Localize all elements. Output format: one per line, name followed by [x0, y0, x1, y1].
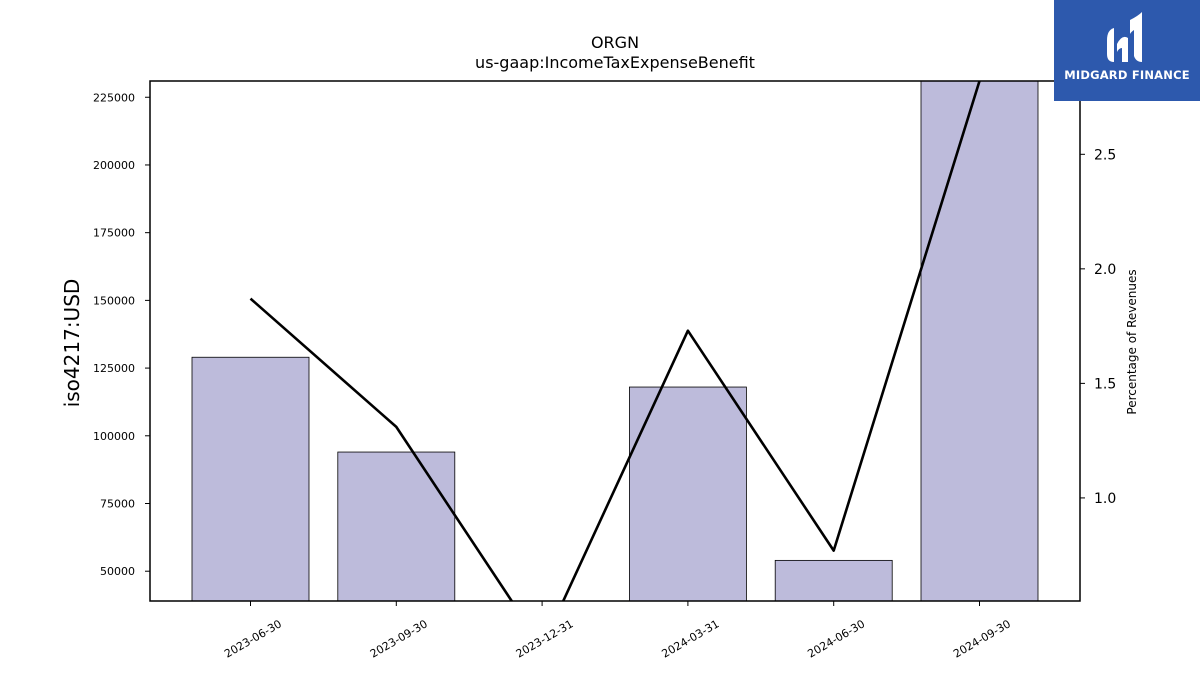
bar — [337, 451, 456, 601]
y-tick-label: 225000 — [93, 91, 135, 104]
x-tick-label: 2023-06-30 — [222, 617, 284, 660]
chart-title: ORGN — [591, 33, 639, 52]
y-tick-label: 50000 — [100, 565, 135, 578]
y-tick-label: 200000 — [93, 159, 135, 172]
logo-text: MIDGARD FINANCE — [1064, 68, 1190, 82]
midgard-finance-logo: MIDGARD FINANCE — [1054, 0, 1200, 101]
x-tick-label: 2024-09-30 — [951, 617, 1013, 660]
y-tick-label: 150000 — [93, 294, 135, 307]
bar — [629, 386, 747, 601]
y-axis-label: iso4217:USD — [60, 279, 84, 408]
y2-tick-label: 2.5 — [1094, 147, 1116, 163]
y-tick-label: 100000 — [93, 430, 135, 443]
y-tick-label: 175000 — [93, 227, 135, 240]
x-tick-label: 2023-09-30 — [368, 617, 430, 660]
x-tick-label: 2024-06-30 — [805, 617, 867, 660]
x-tick-label: 2023-12-31 — [514, 617, 576, 660]
bar — [191, 356, 310, 601]
y-tick-label: 125000 — [93, 362, 135, 375]
chart-subtitle: us-gaap:IncomeTaxExpenseBenefit — [475, 53, 755, 72]
y2-tick-label: 2.0 — [1094, 262, 1116, 278]
y-tick-label: 75000 — [100, 498, 135, 511]
bar — [920, 81, 1039, 601]
series-line — [249, 81, 981, 601]
y2-tick-label: 1.0 — [1094, 491, 1116, 507]
x-tick-label: 2024-03-31 — [660, 617, 722, 660]
y2-axis-label: Percentage of Revenues — [1125, 269, 1139, 414]
bar — [774, 559, 893, 601]
logo-mark-icon — [1107, 12, 1142, 62]
y2-tick-label: 1.5 — [1094, 376, 1116, 392]
plot-frame — [149, 80, 1081, 602]
